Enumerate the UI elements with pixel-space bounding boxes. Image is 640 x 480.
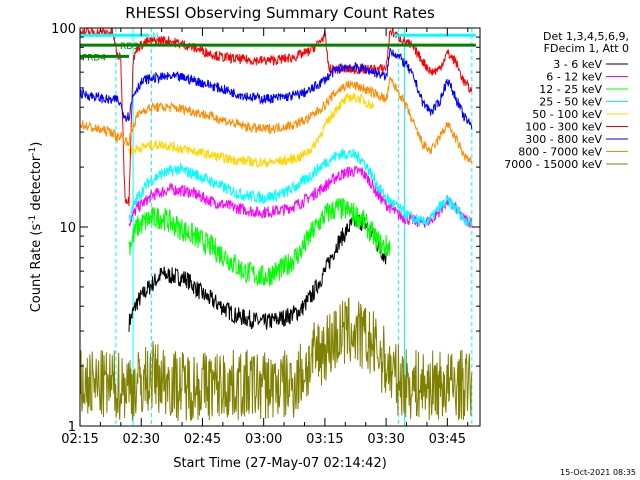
legend: Det 1,3,4,5,6,9, FDecim 1, Att 0 3 - 6 k… (504, 30, 629, 171)
series-line-4 (128, 148, 473, 227)
x-tick-label-3: 02:45 (184, 432, 221, 447)
y-label-exp2: -1 (28, 147, 38, 156)
x-tick-label-7: 03:45 (429, 432, 466, 447)
y-label-exp: -1 (28, 215, 38, 224)
series-line-6 (80, 28, 473, 207)
y-label-suffix: ) (29, 142, 44, 147)
series-line-1 (128, 214, 387, 332)
legend-label-2: 6 - 12 keV (546, 71, 602, 84)
legend-label-4: 25 - 50 keV (539, 96, 602, 109)
x-tick-label-6: 03:30 (367, 432, 404, 447)
x-tick-label-4: 03:00 (245, 432, 282, 447)
series-line-5 (128, 92, 375, 168)
legend-label-1: 3 - 6 keV (553, 58, 602, 71)
state-bar-label-3: RD9 (120, 42, 139, 52)
y-label-prefix: Count Rate (s (29, 224, 44, 313)
y-axis-label: Count Rate (s-1 detector-1) (28, 142, 44, 313)
legend-label-3: 12 - 25 keV (539, 83, 602, 96)
legend-label-8: 800 - 7000 keV (518, 146, 602, 159)
x-tick-label-5: 03:15 (306, 432, 343, 447)
y-tick-label-1: 1 (68, 420, 76, 435)
series-line-3 (128, 197, 391, 287)
series-line-9 (80, 297, 473, 421)
legend-label-9: 7000 - 15000 keV (504, 158, 602, 171)
chart-title: RHESSI Observing Summary Count Rates (125, 4, 435, 22)
legend-label-6: 100 - 300 keV (525, 121, 602, 134)
legend-header-line-2: FDecim 1, Att 0 (544, 42, 629, 55)
axes: 02:15 02:30 02:45 03:00 03:15 03:30 03:45 1 10 10… (51, 22, 480, 447)
legend-label-5: 50 - 100 keV (532, 108, 602, 121)
y-tick-label-3: 100 (51, 22, 76, 37)
legend-label-7: 300 - 800 keV (525, 133, 602, 146)
state-bar-label-1: N (152, 32, 159, 42)
x-axis-label: Start Time (27-May-07 02:14:42) (173, 456, 387, 471)
x-tick-label-1: 02:15 (61, 432, 98, 447)
y-label-middle: detector (29, 155, 44, 215)
x-tick-label-2: 02:30 (122, 432, 159, 447)
legend-header-line-1: Det 1,3,4,5,6,9, (543, 30, 629, 43)
state-bar-label-4: FRD4 (82, 53, 106, 63)
timestamp: 15-Oct-2021 08:35 (560, 468, 636, 477)
plot-area: N RD9 FRD4 (80, 28, 476, 426)
series-line-8 (80, 76, 473, 164)
series-line-7 (80, 47, 473, 130)
y-tick-label-2: 10 (59, 221, 76, 236)
